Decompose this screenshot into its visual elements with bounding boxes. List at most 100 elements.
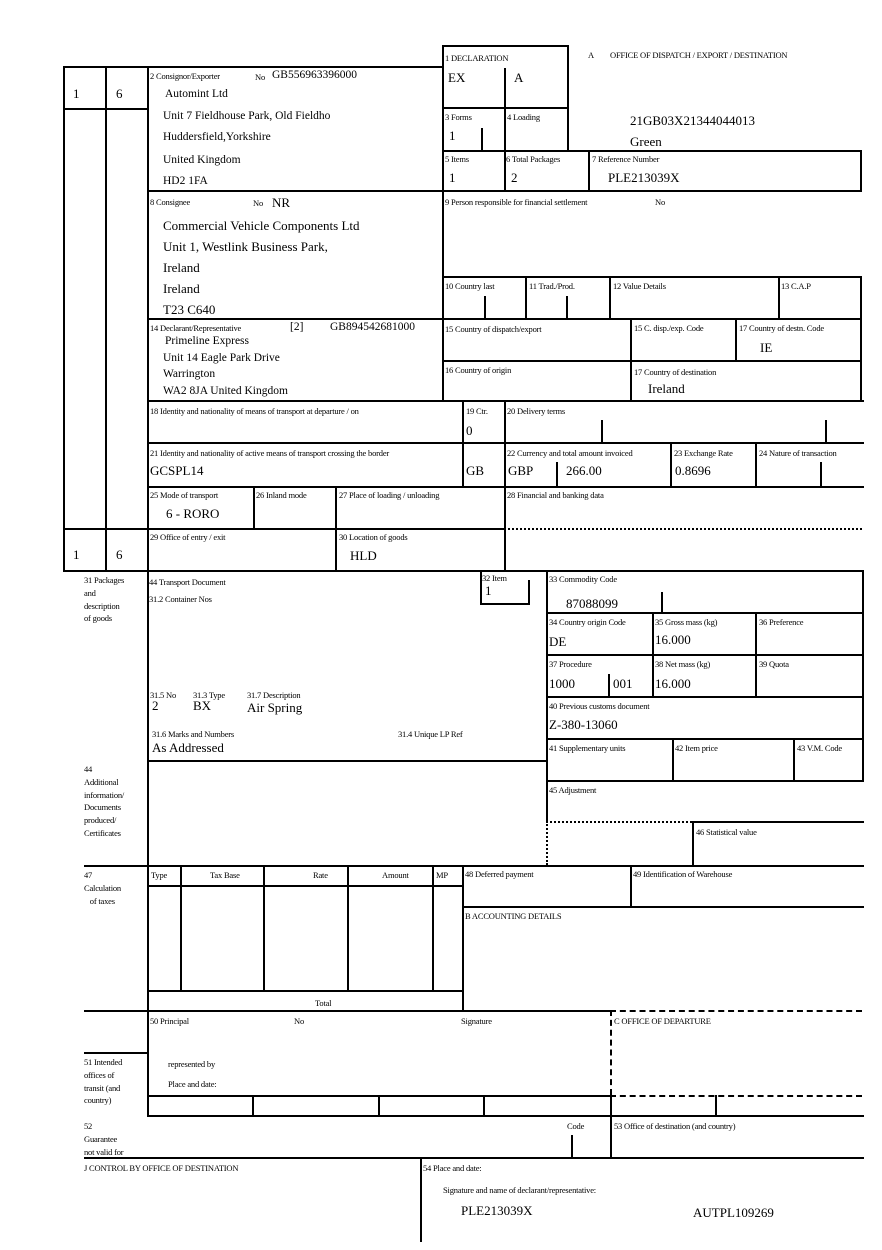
box27-label: 27 Place of loading / unloading <box>339 490 440 500</box>
forms-value: 1 <box>449 128 456 143</box>
grid-line <box>480 572 482 605</box>
grid-line <box>442 190 444 402</box>
grid-line <box>462 906 864 908</box>
gross-mass: 16.000 <box>655 632 691 647</box>
box18-label: 18 Identity and nationality of means of … <box>150 406 359 416</box>
representative-line: WA2 8JA United Kingdom <box>163 385 288 397</box>
code-label: Code <box>567 1121 585 1131</box>
grid-line <box>378 1095 380 1117</box>
marks-label: 31.6 Marks and Numbers <box>152 729 235 739</box>
consignee-line: Unit 1, Westlink Business Park, <box>163 239 328 254</box>
declarant-reference: PLE213039X <box>461 1203 533 1218</box>
grid-line <box>755 442 757 488</box>
grid-line <box>672 738 674 782</box>
box23-label: 23 Exchange Rate <box>674 448 733 458</box>
goods-description: Air Spring <box>247 700 303 715</box>
tax-col-header: Type <box>151 870 168 880</box>
box43-label: 43 V.M. Code <box>797 743 842 753</box>
grid-line <box>147 1115 864 1117</box>
description-label: 31.7 Description <box>247 690 301 700</box>
grid-line <box>630 865 632 908</box>
box17-label: 17 Country of destination <box>634 367 717 377</box>
grid-line <box>462 400 464 488</box>
grid-line <box>652 612 654 698</box>
grid-line <box>793 738 795 782</box>
copy-number: 1 <box>73 86 80 101</box>
tax-col-header: Rate <box>313 870 328 880</box>
currency: GBP <box>508 463 534 478</box>
grid-line <box>483 1095 485 1117</box>
grid-line <box>692 821 694 867</box>
box52-label: 52 Guarantee not valid for <box>84 1121 124 1157</box>
box10-label: 10 Country last <box>445 281 495 291</box>
grid-line <box>566 296 568 320</box>
grid-line <box>661 592 663 614</box>
box28-label: 28 Financial and banking data <box>507 490 604 500</box>
box41-label: 41 Supplementary units <box>549 743 626 753</box>
grid-line <box>147 570 149 1117</box>
grid-line <box>860 150 862 192</box>
exchange-rate: 0.8696 <box>675 463 711 478</box>
grid-line <box>546 696 864 698</box>
box2-label: 2 Consignor/Exporter <box>150 71 220 81</box>
copy-number: 6 <box>116 547 123 562</box>
copy-number: 1 <box>73 547 80 562</box>
grid-line <box>180 865 182 992</box>
net-mass: 16.000 <box>655 676 691 691</box>
box54-label: 54 Place and date: <box>423 1163 482 1173</box>
grid-line <box>571 1135 573 1159</box>
grid-line <box>484 296 486 320</box>
box34-label: 34 Country origin Code <box>549 617 626 627</box>
reference-number: PLE213039X <box>608 170 680 185</box>
grid-line <box>253 486 255 530</box>
box46-label: 46 Statistical value <box>696 827 757 837</box>
office-letter: A <box>588 50 594 60</box>
grid-line <box>147 885 464 887</box>
grid-line <box>442 276 862 278</box>
box8-label: 8 Consignee <box>150 197 191 207</box>
box8-no-label: No <box>253 198 263 208</box>
box5-label: 5 Items <box>445 154 469 164</box>
box25-label: 25 Mode of transport <box>150 490 219 500</box>
grid-line <box>630 318 632 402</box>
tax-total-label: Total <box>315 998 332 1008</box>
package-no: 2 <box>152 698 159 713</box>
dotted-line <box>610 1010 612 1095</box>
exporter-line: Automint Ltd <box>165 88 228 100</box>
copy-number: 6 <box>116 86 123 101</box>
exporter-eori: GB556963396000 <box>272 69 357 81</box>
box36-label: 36 Preference <box>759 617 804 627</box>
grid-line <box>546 570 548 823</box>
additional-procedure-code: 001 <box>613 676 633 691</box>
representative-line: Primeline Express <box>165 335 249 347</box>
grid-line <box>480 603 530 605</box>
consignee-line: Commercial Vehicle Components Ltd <box>163 218 360 233</box>
representative-line: Unit 14 Eagle Park Drive <box>163 352 280 364</box>
exporter-line: United Kingdom <box>163 154 241 166</box>
box53-label: 53 Office of destination (and country) <box>614 1121 736 1131</box>
grid-line <box>504 68 506 192</box>
grid-line <box>715 1095 717 1117</box>
authorisation-number: AUTPL109269 <box>693 1205 774 1220</box>
grid-line <box>556 462 558 488</box>
box30-label: 30 Location of goods <box>339 532 408 542</box>
box12-label: 12 Value Details <box>613 281 666 291</box>
grid-line <box>608 674 610 698</box>
invoice-amount: 266.00 <box>566 463 602 478</box>
box22-label: 22 Currency and total amount invoiced <box>507 448 633 458</box>
dotted-line <box>610 1095 862 1097</box>
office-of-departure-label: C OFFICE OF DEPARTURE <box>614 1016 711 1026</box>
packages-value: 2 <box>511 170 518 185</box>
grid-line <box>546 738 864 740</box>
grid-line <box>147 990 464 992</box>
goods-location: HLD <box>350 548 377 563</box>
grid-line <box>609 276 611 320</box>
exporter-line: HD2 1FA <box>163 175 208 187</box>
box47-label: 47 Calculation of taxes <box>84 870 121 906</box>
box35-label: 35 Gross mass (kg) <box>655 617 718 627</box>
box50-signature-label: Signature <box>461 1016 492 1026</box>
grid-line <box>820 462 822 488</box>
marks-value: As Addressed <box>152 740 224 755</box>
box17c-label: 17 Country of destn. Code <box>739 323 824 333</box>
